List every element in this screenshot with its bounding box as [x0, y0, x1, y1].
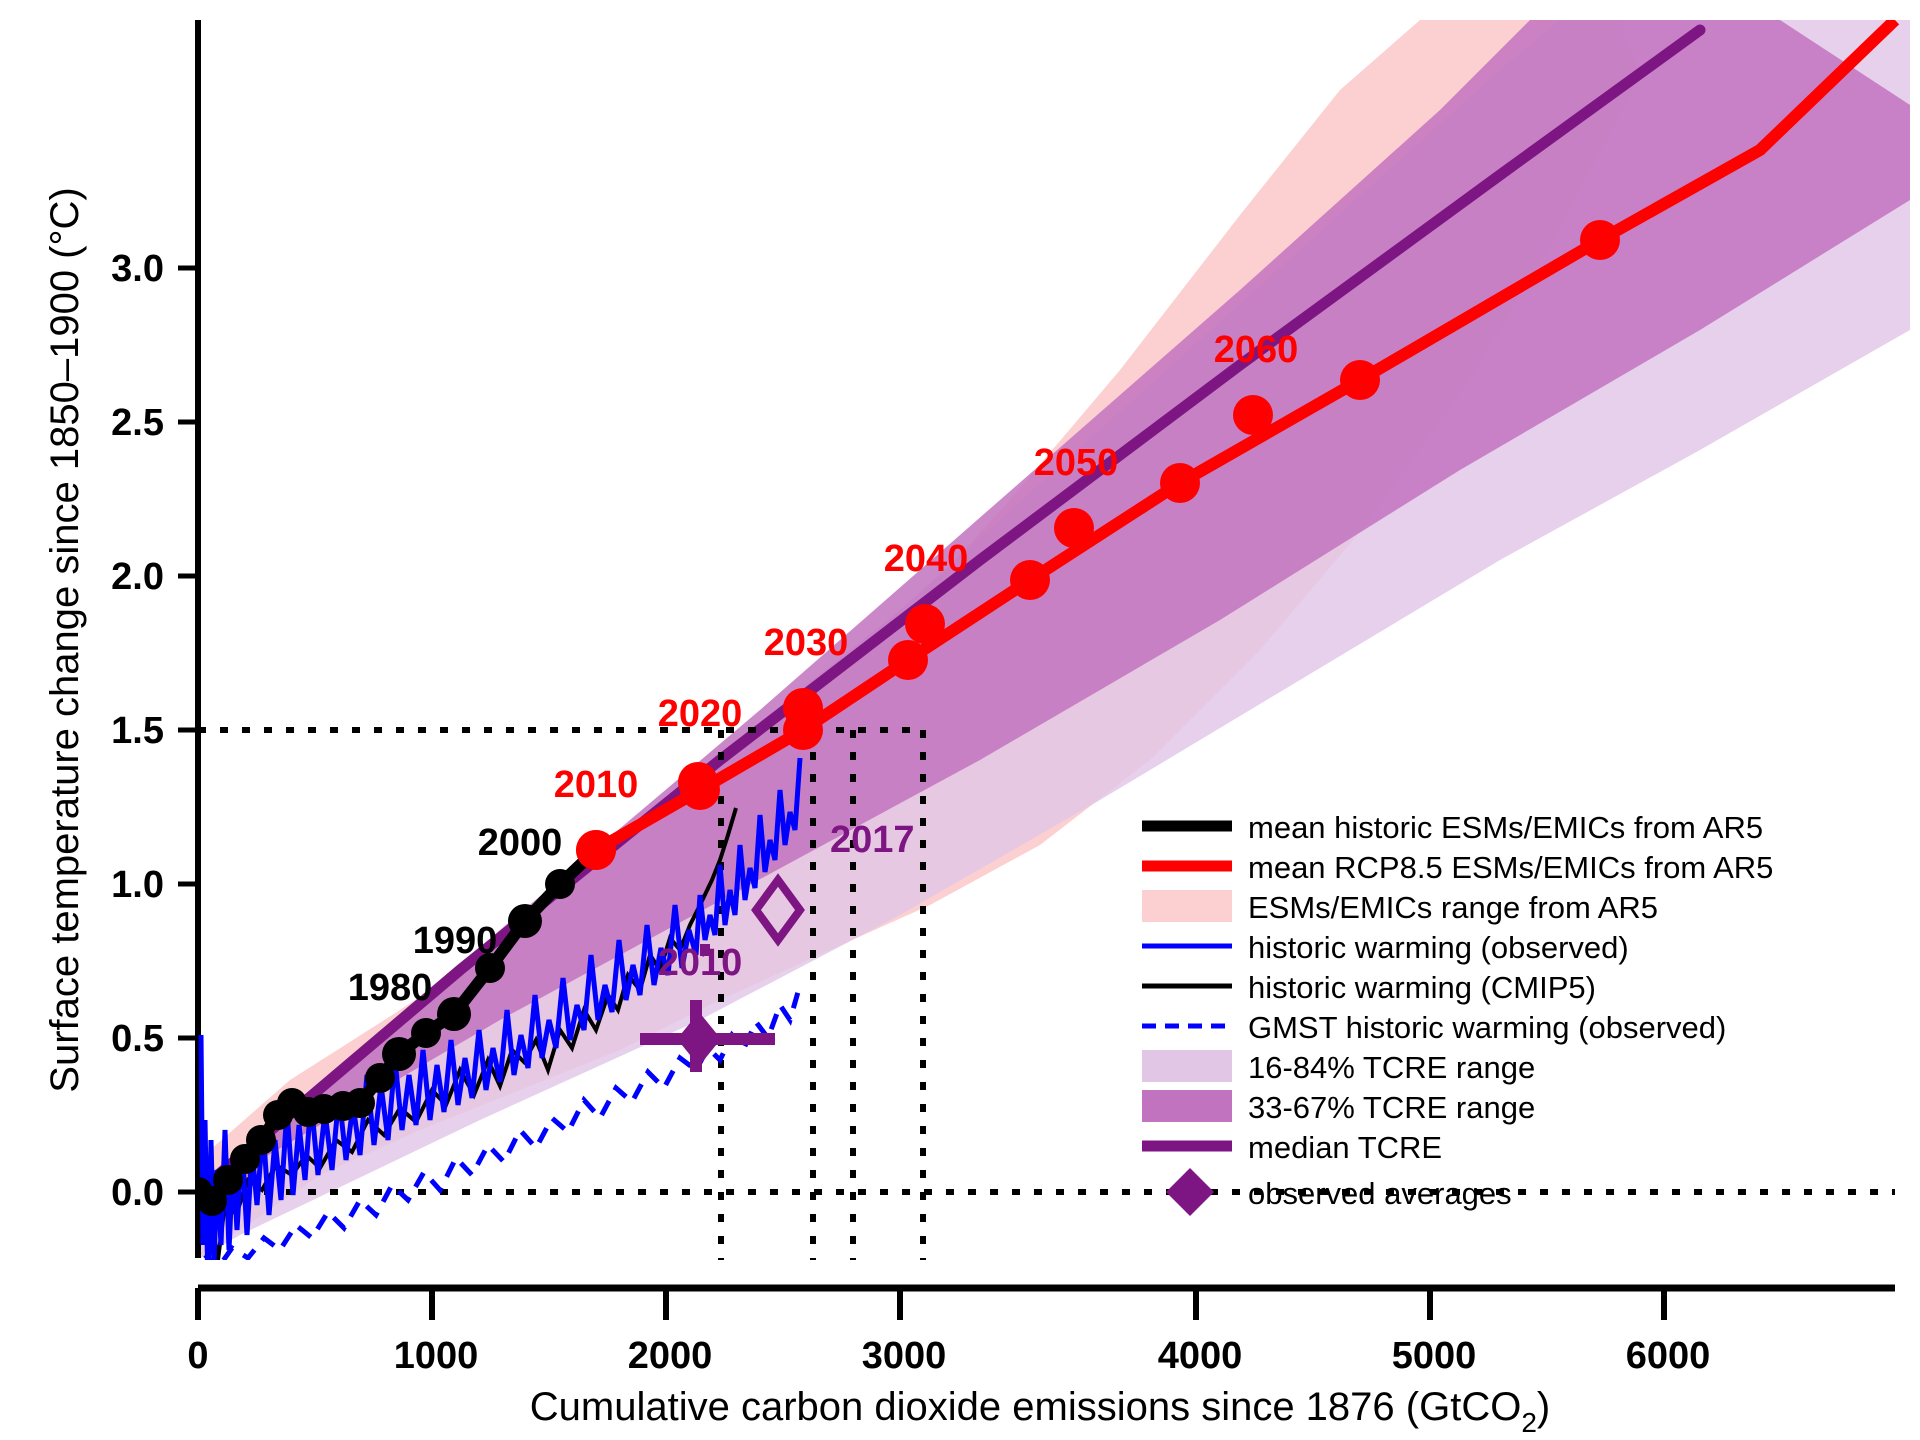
legend-label-observed-averages: observed averages	[1248, 1176, 1512, 1211]
label-2050-red: 2050	[1034, 442, 1119, 484]
legend-swatch-esm-range	[1142, 890, 1232, 922]
y-tick-label: 3.0	[111, 248, 164, 290]
legend-label-mean-rcp85: mean RCP8.5 ESMs/EMICs from AR5	[1248, 850, 1773, 885]
chart-legend: mean historic ESMs/EMICs from AR5 mean R…	[1142, 810, 1773, 1216]
x-axis-title-main: Cumulative carbon dioxide emissions sinc…	[530, 1385, 1522, 1429]
x-tick-label: 5000	[1392, 1335, 1477, 1377]
y-tick-label: 0.0	[111, 1172, 164, 1214]
legend-label-mean-historic: mean historic ESMs/EMICs from AR5	[1248, 810, 1763, 845]
x-axis-title: Cumulative carbon dioxide emissions sinc…	[530, 1385, 1550, 1438]
rcp85-year-markers	[576, 395, 1273, 870]
label-2010-red: 2010	[554, 764, 639, 806]
observed-average-diamond-2017	[751, 873, 805, 947]
legend-label-median-tcre: median TCRE	[1248, 1130, 1442, 1165]
purple-year-labels: 2010 2017	[658, 819, 915, 984]
y-tick-label: 1.0	[111, 864, 164, 906]
label-2017-purple: 2017	[830, 819, 915, 861]
label-2060-red: 2060	[1214, 329, 1299, 371]
label-1990-black: 1990	[413, 920, 498, 962]
tcre-33-67-band	[198, 20, 1910, 1240]
x-tick-label: 4000	[1158, 1335, 1243, 1377]
legend-label-gmst: GMST historic warming (observed)	[1248, 1010, 1726, 1045]
label-1980-black: 1980	[348, 967, 433, 1009]
median-tcre-line	[198, 24, 1706, 1198]
mean-historic-markers	[198, 869, 575, 1216]
legend-swatch-observed-averages	[1166, 1168, 1214, 1216]
legend-label-historic-observed: historic warming (observed)	[1248, 930, 1629, 965]
legend-swatch-tcre-16-84	[1142, 1050, 1232, 1082]
label-2000-black: 2000	[478, 822, 563, 864]
label-2040-red: 2040	[884, 538, 969, 580]
observed-average-diamond-2010	[677, 1012, 721, 1066]
x-tick-label: 0	[187, 1335, 208, 1377]
y-tick-label: 1.5	[111, 710, 164, 752]
legend-label-esm-range: ESMs/EMICs range from AR5	[1248, 890, 1658, 925]
label-2020-red: 2020	[658, 693, 743, 735]
legend-label-tcre-16-84: 16-84% TCRE range	[1248, 1050, 1535, 1085]
x-tick-label: 2000	[628, 1335, 713, 1377]
y-axis-title: Surface temperature change since 1850–19…	[43, 187, 87, 1092]
x-axis-title-subscript: 2	[1521, 1407, 1537, 1438]
legend-label-historic-cmip5: historic warming (CMIP5)	[1248, 970, 1596, 1005]
red-year-labels: 2010 2020 2030 2040 2050 2060	[554, 329, 1299, 806]
label-2010-purple: 2010	[658, 942, 743, 984]
y-axis-tick-labels: 3.0 2.5 2.0 1.5 1.0 0.5 0.0	[111, 248, 164, 1214]
x-axis-title-tail: )	[1537, 1385, 1550, 1429]
mean-rcp85-line	[593, 20, 1900, 856]
x-tick-label: 1000	[394, 1335, 479, 1377]
y-tick-label: 2.0	[111, 556, 164, 598]
gmst-historic-warming-observed-line	[203, 984, 803, 1260]
label-2030-red: 2030	[764, 622, 849, 664]
x-tick-label: 3000	[862, 1335, 947, 1377]
x-tick-label: 6000	[1626, 1335, 1711, 1377]
y-tick-label: 0.5	[111, 1018, 164, 1060]
y-tick-label: 2.5	[111, 402, 164, 444]
x-axis-tick-labels: 0 1000 2000 3000 4000 5000 6000	[187, 1335, 1710, 1377]
historic-warming-observed-line	[198, 757, 803, 1260]
black-year-labels: 1980 1990 2000	[348, 822, 563, 1009]
x-axis-ticks	[195, 1288, 1667, 1320]
legend-swatch-tcre-33-67	[1142, 1090, 1232, 1122]
legend-label-tcre-33-67: 33-67% TCRE range	[1248, 1090, 1535, 1125]
y-axis-ticks	[178, 265, 198, 1195]
